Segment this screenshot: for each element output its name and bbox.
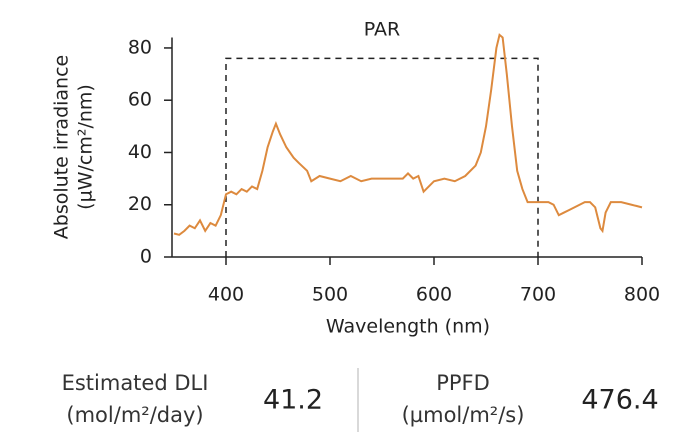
spectrum-line bbox=[173, 33, 643, 236]
stat-label: PPFD bbox=[436, 371, 490, 395]
x-tick-label: 600 bbox=[416, 284, 452, 306]
x-tick-label: 400 bbox=[208, 284, 244, 306]
y-axis-label: Absolute irradiance bbox=[51, 55, 73, 239]
y-tick-label: 80 bbox=[128, 36, 152, 58]
stat-unit: (mol/m²/day) bbox=[66, 403, 203, 427]
x-tick-label: 500 bbox=[312, 284, 348, 306]
y-tick-label: 60 bbox=[128, 89, 152, 111]
y-tick-label: 0 bbox=[140, 246, 152, 268]
x-tick-label: 800 bbox=[624, 284, 660, 306]
stat-value: 476.4 bbox=[581, 385, 658, 416]
stat-label: Estimated DLI bbox=[62, 371, 209, 395]
y-axis-label: (µW/cm²/nm) bbox=[75, 84, 97, 210]
x-axis-label: Wavelength (nm) bbox=[326, 316, 490, 338]
y-tick-label: 20 bbox=[128, 193, 152, 215]
x-tick-label: 700 bbox=[520, 284, 556, 306]
par-box bbox=[225, 57, 539, 257]
stat-unit: (µmol/m²/s) bbox=[402, 403, 525, 427]
par-label: PAR bbox=[364, 19, 400, 41]
y-tick-label: 40 bbox=[128, 141, 152, 163]
stat-value: 41.2 bbox=[263, 385, 323, 416]
